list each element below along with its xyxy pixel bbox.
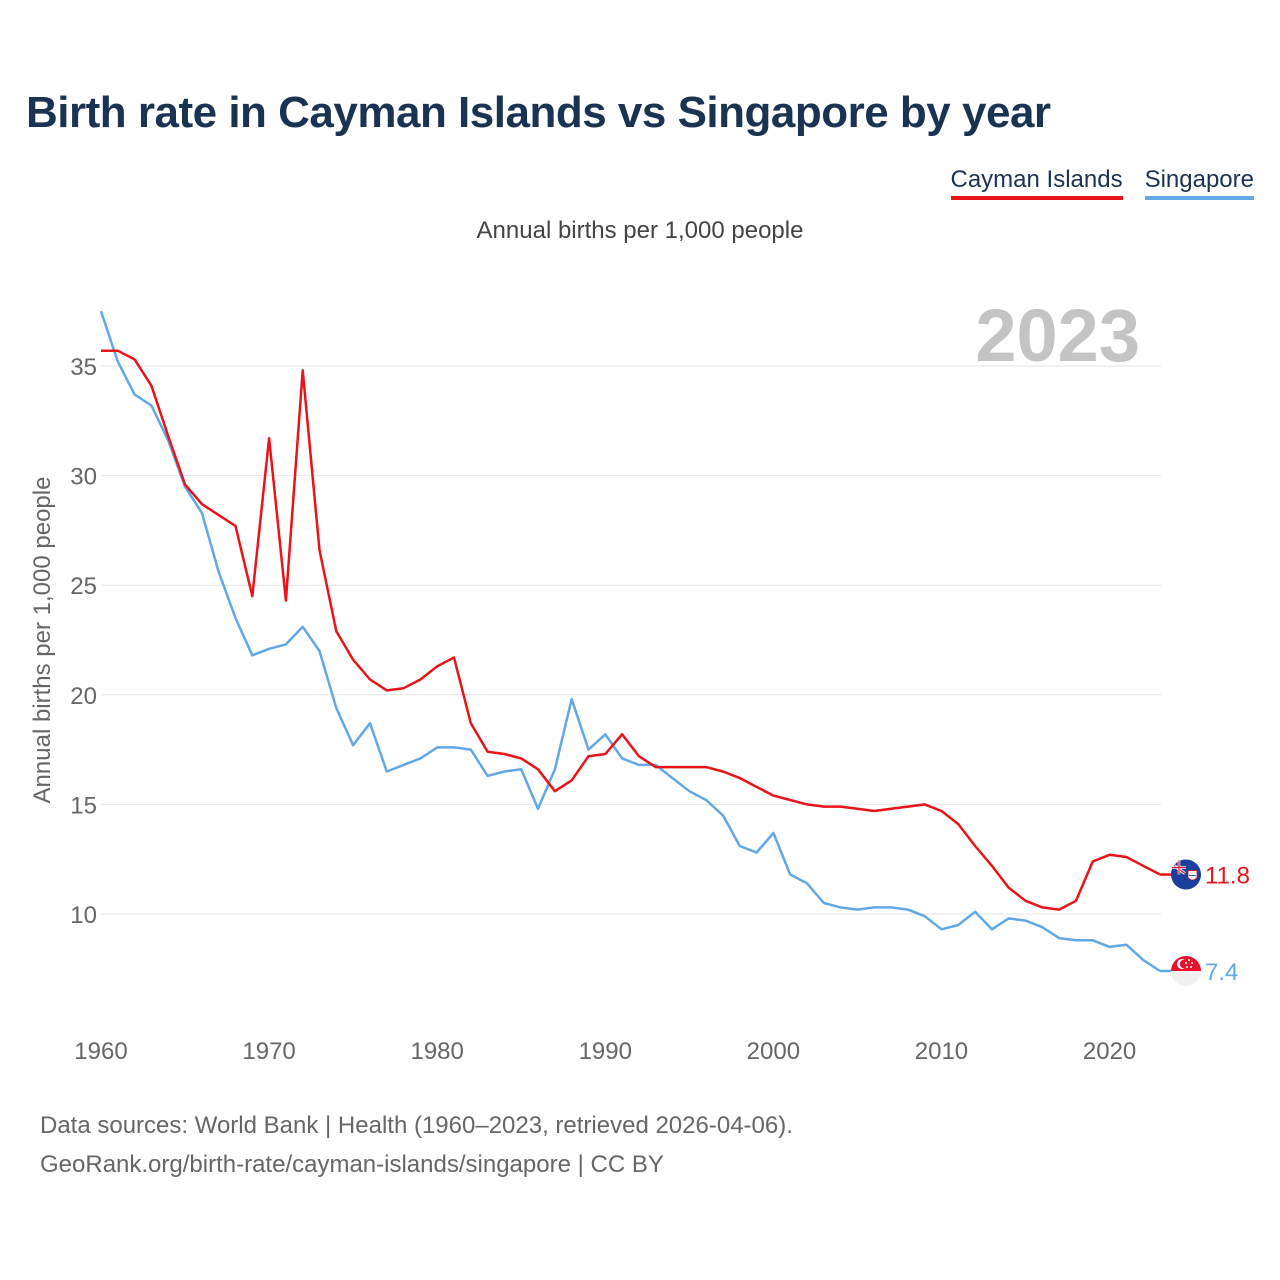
y-axis-tick-labels: 10 15 20 25 30 35 (70, 354, 97, 929)
legend-item-cayman-islands[interactable]: Cayman Islands (950, 166, 1123, 200)
grid-lines (101, 365, 1161, 915)
end-value-label-cayman-islands: 11.8 (1205, 863, 1250, 890)
y-tick-label-20: 20 (70, 683, 97, 710)
x-tick-label-1970: 1970 (242, 1038, 295, 1065)
x-tick-label-1990: 1990 (579, 1038, 632, 1065)
y-tick-label-25: 25 (70, 573, 97, 600)
series-line-cayman-islands (101, 349, 1161, 911)
series-line-singapore (99, 310, 1161, 973)
chart-title: Birth rate in Cayman Islands vs Singapor… (26, 88, 1051, 137)
x-axis-tick-labels: 1960 1970 1980 1990 2000 2010 2020 (74, 1038, 1136, 1065)
y-tick-label-15: 15 (70, 792, 97, 819)
data-source-note: Data sources: World Bank | Health (1960–… (40, 1112, 793, 1139)
singapore-flag-icon (1171, 955, 1201, 986)
series-lines (99, 310, 1161, 973)
legend: Cayman Islands Singapore (950, 166, 1254, 200)
end-value-label-singapore: 7.4 (1205, 959, 1238, 986)
x-tick-label-1960: 1960 (74, 1038, 127, 1065)
x-tick-label-2020: 2020 (1083, 1038, 1136, 1065)
y-tick-label-10: 10 (70, 902, 97, 929)
source-url[interactable]: GeoRank.org/birth-rate/cayman-islands/si… (40, 1151, 664, 1178)
y-tick-label-35: 35 (70, 354, 97, 381)
year-watermark: 2023 (975, 294, 1140, 377)
y-axis-label: Annual births per 1,000 people (29, 477, 56, 804)
footer: Data sources: World Bank | Health (1960–… (40, 1106, 793, 1184)
cayman-islands-flag-icon (1171, 859, 1201, 890)
x-tick-label-2010: 2010 (915, 1038, 968, 1065)
chart-subtitle: Annual births per 1,000 people (476, 217, 804, 244)
x-tick-label-2000: 2000 (747, 1038, 800, 1065)
legend-item-singapore[interactable]: Singapore (1144, 166, 1254, 200)
x-tick-label-1980: 1980 (410, 1038, 463, 1065)
series-end-markers: 11.8 7.4 (1160, 859, 1250, 986)
y-tick-label-30: 30 (70, 464, 97, 491)
